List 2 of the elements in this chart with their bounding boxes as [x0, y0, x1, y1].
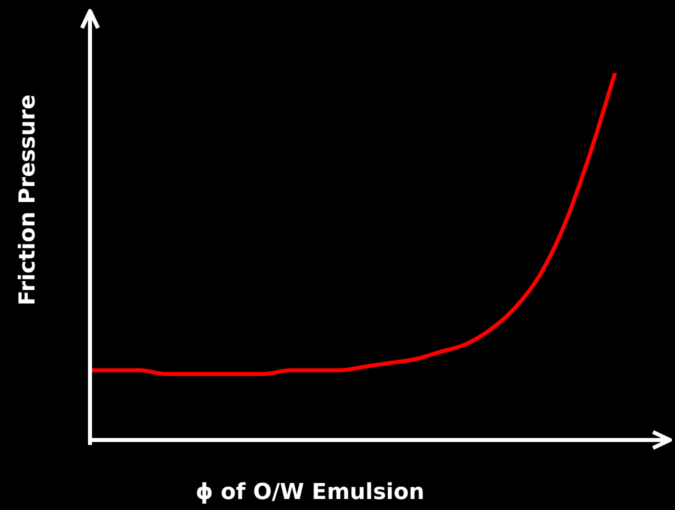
x-axis-title: ϕ of O/W Emulsion [196, 480, 424, 505]
y-axis-title: Friction Pressure [16, 94, 40, 306]
